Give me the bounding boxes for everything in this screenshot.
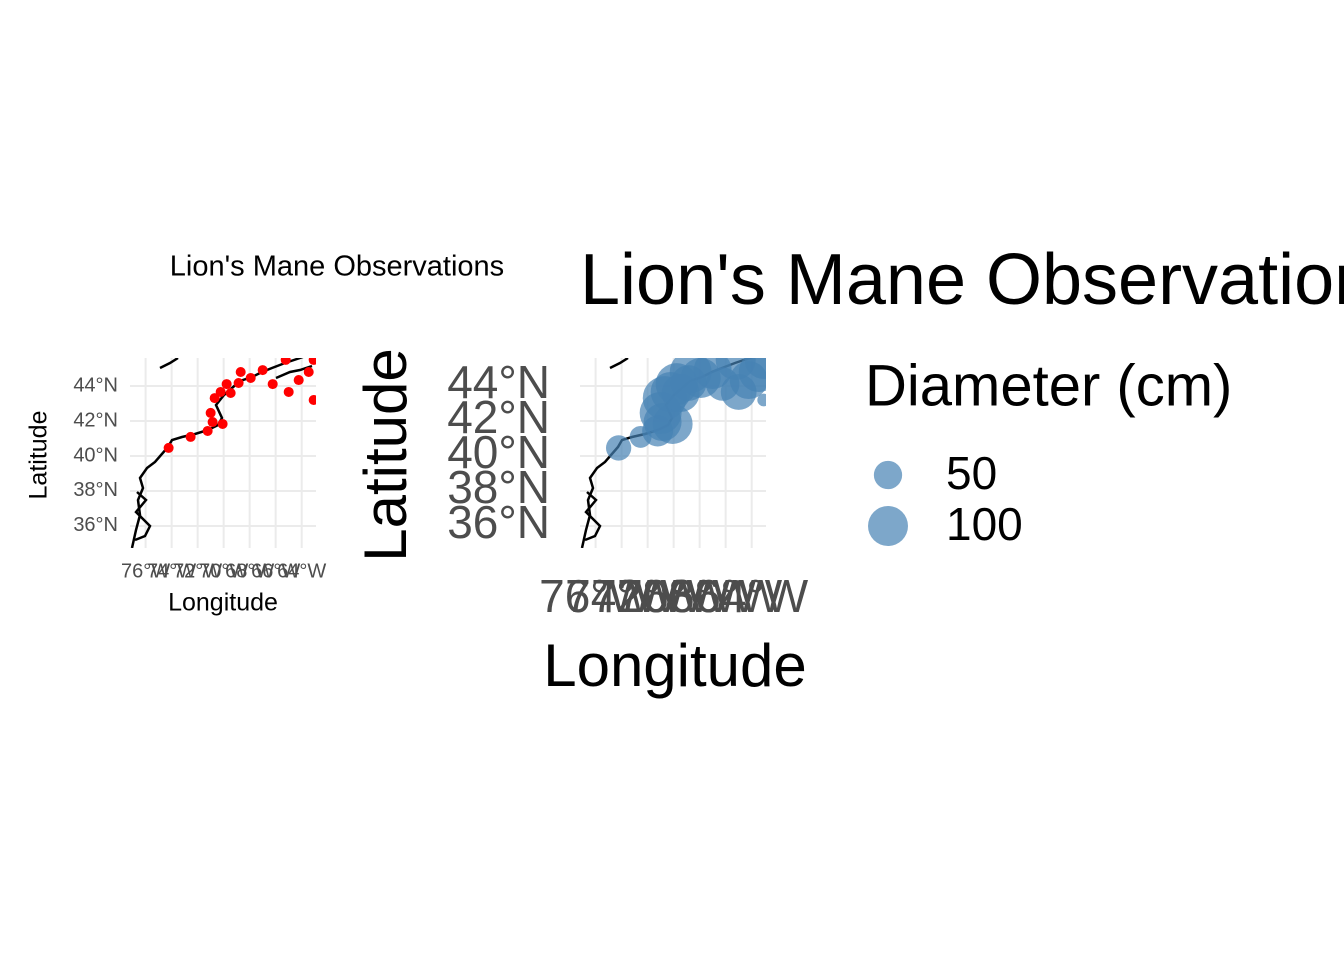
y-tick-label: 44°N: [447, 356, 550, 408]
x-tick-label: 68°W: [225, 560, 274, 582]
legend-label: 50: [946, 447, 997, 499]
legend-symbol: [873, 460, 903, 490]
point: [233, 378, 244, 389]
point: [308, 358, 316, 365]
point: [217, 418, 228, 429]
point: [235, 366, 246, 377]
x-tick-label: 64°W: [695, 570, 809, 622]
y-tick-label: 42°N: [73, 409, 118, 431]
y-tick-label: 40°N: [73, 444, 118, 466]
point: [303, 366, 314, 377]
x-tick-label: 72°W: [591, 570, 705, 622]
x-tick-label: 66°W: [251, 560, 300, 582]
point: [215, 386, 226, 397]
y-tick-label: 36°N: [73, 514, 118, 536]
points: [163, 358, 316, 453]
points: [605, 358, 766, 461]
legend-label: 100: [946, 498, 1023, 550]
x-axis-title: Longitude: [168, 589, 278, 617]
y-tick-label: 44°N: [73, 374, 118, 396]
bubble: [605, 435, 632, 461]
y-tick-label: 38°N: [447, 461, 550, 513]
point: [163, 442, 174, 453]
x-tick-label: 72°W: [173, 560, 222, 582]
x-tick-label: 74°W: [147, 560, 196, 582]
point: [225, 387, 236, 398]
point: [245, 372, 256, 383]
panel-grid: [130, 358, 316, 548]
point: [308, 394, 316, 405]
point: [257, 365, 268, 376]
point: [221, 379, 232, 390]
y-tick-label: 38°N: [73, 479, 118, 501]
chart-title: Lion's Mane Observations: [170, 251, 504, 283]
point: [202, 425, 213, 436]
x-tick-label: 74°W: [565, 570, 679, 622]
x-tick-label: 70°W: [617, 570, 731, 622]
x-tick-label: 68°W: [643, 570, 757, 622]
y-axis-title: Latitude: [352, 348, 419, 562]
point: [293, 375, 304, 386]
bubble: [744, 358, 766, 379]
chart-title: Lion's Mane Observations: [580, 240, 1344, 320]
legend-title: Diameter (cm): [865, 353, 1232, 418]
x-axis-title: Longitude: [543, 632, 807, 699]
bubble: [655, 363, 698, 406]
labels: 76°W74°W72°W70°W68°W66°W64°W36°N38°N40°N…: [25, 240, 1344, 699]
x-tick-label: 64°W: [277, 560, 326, 582]
x-tick-label: 76°W: [121, 560, 170, 582]
x-tick-label: 76°W: [539, 570, 653, 622]
point: [185, 431, 196, 442]
point: [207, 417, 218, 428]
legend-symbol: [868, 506, 908, 546]
point: [205, 407, 216, 418]
point: [209, 393, 220, 404]
bubble: [757, 393, 766, 407]
point: [280, 358, 291, 365]
point: [283, 386, 294, 397]
y-axis-title: Latitude: [25, 411, 53, 500]
x-tick-label: 70°W: [199, 560, 248, 582]
y-tick-label: 36°N: [447, 496, 550, 548]
y-tick-label: 42°N: [447, 391, 550, 443]
y-tick-label: 40°N: [447, 426, 550, 478]
point: [267, 379, 278, 390]
x-tick-label: 66°W: [669, 570, 783, 622]
